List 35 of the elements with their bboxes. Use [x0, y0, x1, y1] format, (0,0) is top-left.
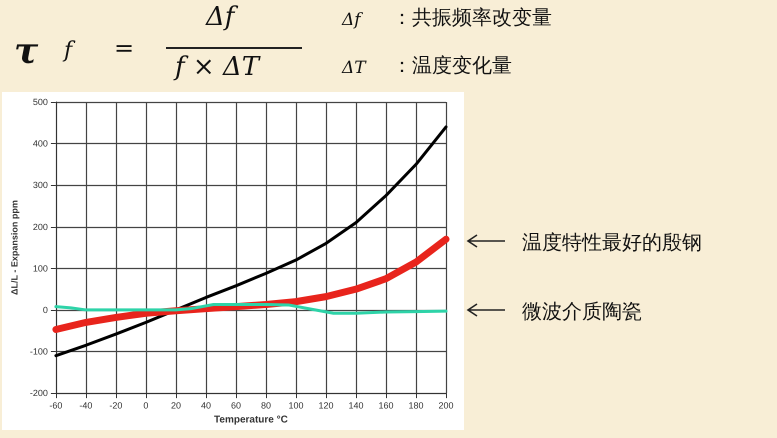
- line-series: [54, 125, 448, 358]
- text: 微波介质陶瓷: [522, 298, 642, 325]
- y-tick-label: 0: [42, 304, 48, 315]
- x-tick-label: 200: [438, 400, 454, 411]
- x-tick-label: 100: [288, 400, 304, 411]
- x-tick-label: -20: [109, 400, 122, 411]
- text: τ: [14, 30, 38, 72]
- text: ：温度变化量: [392, 52, 512, 79]
- x-tick-label: 180: [408, 400, 424, 411]
- x-tick-label: 40: [200, 400, 211, 411]
- x-tick-label: 80: [260, 400, 271, 411]
- text: ΔT: [342, 58, 366, 78]
- x-tick-label: 160: [378, 400, 394, 411]
- y-tick-label: 500: [32, 97, 48, 107]
- x-tick-label: -60: [49, 400, 62, 411]
- x-axis-title: Temperature °C: [214, 414, 288, 426]
- text: ：共振频率改变量: [392, 4, 552, 31]
- y-tick-label: 300: [32, 180, 48, 190]
- x-tick-label: 60: [230, 400, 241, 411]
- x-tick-label: -40: [79, 400, 92, 411]
- y-tick-label: 200: [32, 222, 48, 232]
- y-tick-label: -100: [30, 346, 48, 357]
- y-tick-label: 100: [32, 263, 48, 274]
- text: f × ΔT: [175, 52, 260, 82]
- text: 温度特性最好的殷钢: [522, 229, 702, 256]
- y-tick-label: 400: [32, 138, 48, 149]
- x-tick-label: 140: [348, 400, 364, 411]
- x-tick-label: 0: [143, 400, 148, 411]
- text: =: [114, 34, 134, 62]
- line-series: [54, 303, 448, 315]
- text: Δf: [342, 10, 361, 30]
- y-tick-label: -200: [30, 388, 48, 398]
- x-tick-label: 20: [170, 400, 181, 411]
- x-tick-label: 120: [318, 400, 334, 411]
- y-axis-title: ΔL/L - Expansion ppm: [10, 200, 20, 295]
